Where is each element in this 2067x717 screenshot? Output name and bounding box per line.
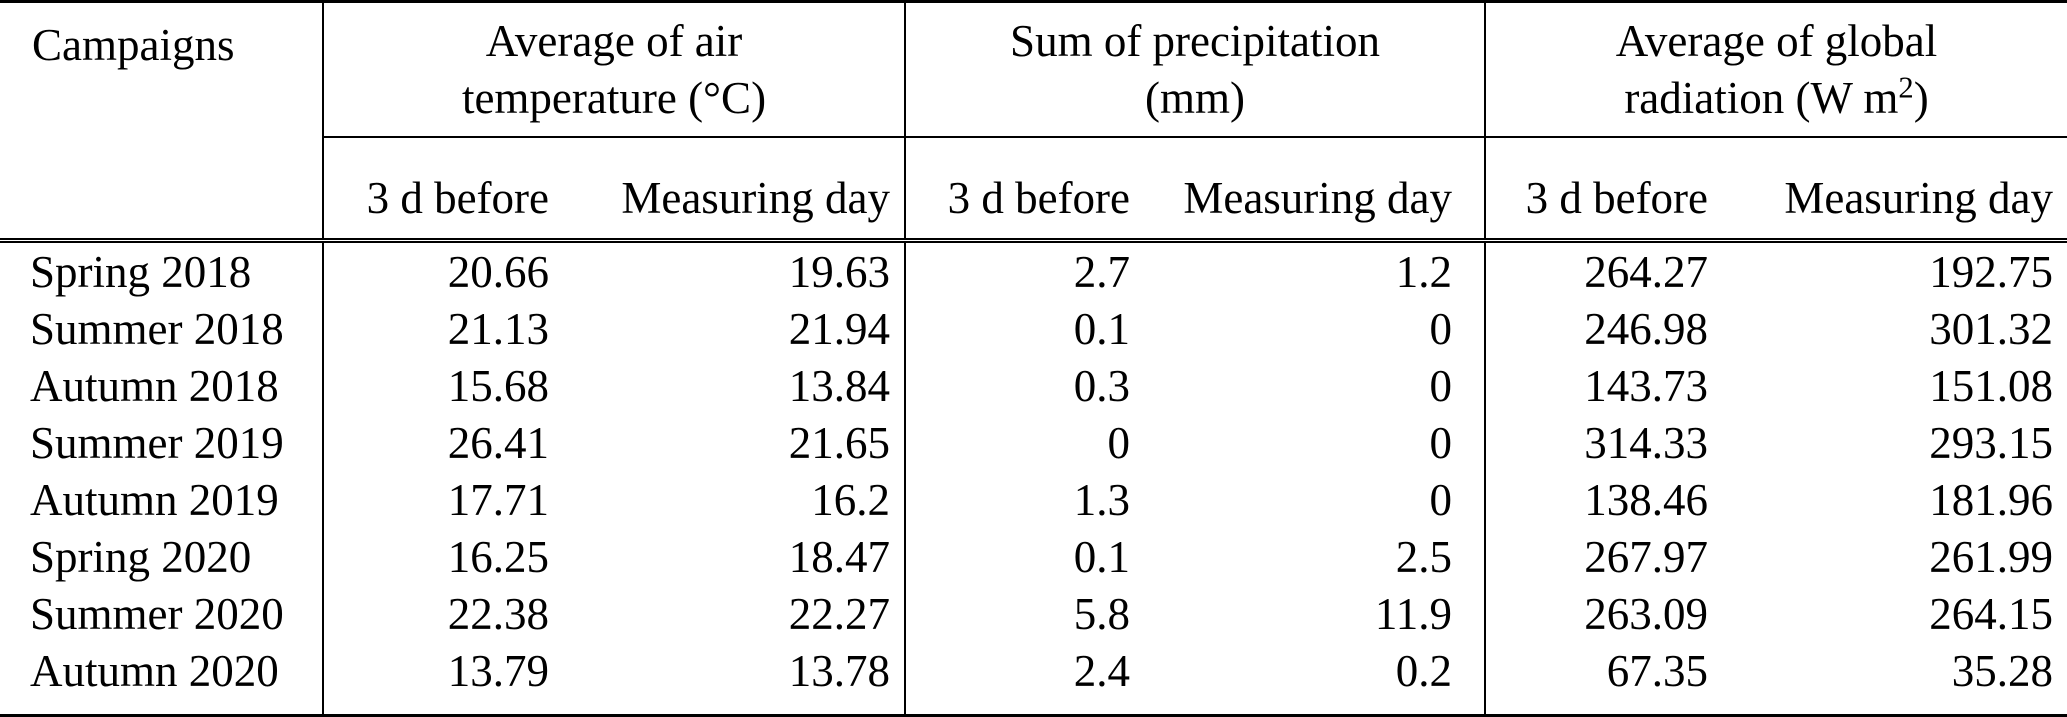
cell-value: 143.73	[1484, 357, 1726, 414]
row-label: Spring 2020	[30, 531, 252, 582]
group-header-air-temperature-line1: Average of air	[485, 15, 743, 66]
cell-value: 0	[1429, 474, 1453, 525]
cell-value: 192.75	[1929, 246, 2054, 297]
subheader-radiation-measuring-day: Measuring day	[1725, 137, 2067, 243]
cell-value: 138.46	[1484, 471, 1726, 528]
cell-value: 13.78	[788, 645, 891, 696]
group-header-precipitation-line2: (mm)	[906, 70, 1484, 127]
table-row-autumn-2020: Autumn 2020 13.79 13.78 2.4 0.2 67.35 35…	[0, 642, 2067, 716]
unit-text: (mm)	[1145, 72, 1245, 123]
cell-value: 267.97	[1484, 528, 1726, 585]
table-row-spring-2020: Spring 2020 16.25 18.47 0.1 2.5 267.97 2…	[0, 528, 2067, 585]
cell-value: 263.09	[1484, 585, 1726, 642]
campaigns-column-header: Campaigns	[0, 1, 323, 243]
cell-value: 0.1	[904, 300, 1146, 357]
cell-value: 0.3	[904, 357, 1146, 414]
row-label: Summer 2019	[30, 417, 284, 468]
table-row-summer-2020: Summer 2020 22.38 22.27 5.8 11.9 263.09 …	[0, 585, 2067, 642]
unit-superscript: 2	[1898, 70, 1914, 105]
subheader-temp-measuring-day: Measuring day	[565, 137, 906, 243]
group-header-global-radiation-line1: Average of global	[1615, 15, 1938, 66]
cell-value: 261.99	[1929, 531, 2054, 582]
cell-value: 16.25	[322, 528, 565, 585]
cell-value: 0.1	[904, 528, 1146, 585]
cell-value: 181.96	[1929, 474, 2054, 525]
cell-value: 20.66	[322, 240, 565, 300]
subheader-radiation-3d-before: 3 d before	[1484, 137, 1726, 243]
group-header-precipitation: Sum of precipitation (mm)	[904, 1, 1486, 138]
cell-value: 314.33	[1484, 414, 1726, 471]
row-label: Spring 2018	[30, 246, 252, 297]
cell-value: 21.13	[322, 300, 565, 357]
table-row-autumn-2019: Autumn 2019 17.71 16.2 1.3 0 138.46 181.…	[0, 471, 2067, 528]
group-header-global-radiation-line2: radiation (W m2)	[1486, 70, 2067, 127]
row-label: Autumn 2018	[30, 360, 279, 411]
row-label: Summer 2020	[30, 588, 284, 639]
cell-value: 26.41	[322, 414, 565, 471]
cell-value: 264.27	[1484, 240, 1726, 300]
table-row-summer-2018: Summer 2018 21.13 21.94 0.1 0 246.98 301…	[0, 300, 2067, 357]
cell-value: 5.8	[904, 585, 1146, 642]
cell-value: 21.65	[788, 417, 891, 468]
cell-value: 0	[904, 414, 1146, 471]
cell-value: 17.71	[322, 471, 565, 528]
cell-value: 22.27	[788, 588, 891, 639]
cell-value: 293.15	[1929, 417, 2054, 468]
cell-value: 67.35	[1484, 642, 1726, 716]
cell-value: 2.7	[904, 240, 1146, 300]
cell-value: 18.47	[788, 531, 891, 582]
cell-value: 0	[1429, 417, 1453, 468]
subheader-precip-measuring-day: Measuring day	[1145, 137, 1486, 243]
subheader-row: 3 d before Measuring day 3 d before Meas…	[0, 137, 2067, 243]
group-header-air-temperature: Average of air temperature (°C)	[321, 1, 906, 138]
group-header-air-temperature-line2: temperature (°C)	[324, 70, 904, 127]
cell-value: 22.38	[322, 585, 565, 642]
subheader-temp-3d-before: 3 d before	[322, 137, 565, 243]
unit-text: radiation (W m	[1624, 72, 1899, 123]
subheader-precip-3d-before: 3 d before	[904, 137, 1146, 243]
cell-value: 16.2	[811, 474, 891, 525]
cell-value: 1.2	[1395, 246, 1453, 297]
unit-text: temperature (°C)	[461, 72, 767, 123]
cell-value: 246.98	[1484, 300, 1726, 357]
cell-value: 21.94	[788, 303, 891, 354]
cell-value: 13.84	[788, 360, 891, 411]
cell-value: 2.5	[1395, 531, 1453, 582]
cell-value: 35.28	[1951, 645, 2054, 696]
group-header-row: Campaigns Average of air temperature (°C…	[0, 1, 2067, 243]
row-label: Autumn 2019	[30, 474, 279, 525]
unit-text-end: )	[1913, 72, 1929, 123]
cell-value: 19.63	[788, 246, 891, 297]
cell-value: 0.2	[1395, 645, 1453, 696]
group-header-precipitation-line1: Sum of precipitation	[1010, 15, 1380, 66]
cell-value: 11.9	[1374, 588, 1453, 639]
row-label: Summer 2018	[30, 303, 284, 354]
row-label: Autumn 2020	[30, 645, 279, 696]
cell-value: 0	[1429, 303, 1453, 354]
cell-value: 0	[1429, 360, 1453, 411]
cell-value: 264.15	[1929, 588, 2054, 639]
cell-value: 151.08	[1929, 360, 2054, 411]
cell-value: 1.3	[904, 471, 1146, 528]
group-header-global-radiation: Average of global radiation (W m2)	[1484, 1, 2067, 138]
cell-value: 2.4	[904, 642, 1146, 716]
cell-value: 13.79	[322, 642, 565, 716]
table-row-summer-2019: Summer 2019 26.41 21.65 0 0 314.33 293.1…	[0, 414, 2067, 471]
cell-value: 15.68	[322, 357, 565, 414]
cell-value: 301.32	[1929, 303, 2054, 354]
table-row-spring-2018: Spring 2018 20.66 19.63 2.7 1.2 264.27 1…	[0, 240, 2067, 300]
table-row-autumn-2018: Autumn 2018 15.68 13.84 0.3 0 143.73 151…	[0, 357, 2067, 414]
